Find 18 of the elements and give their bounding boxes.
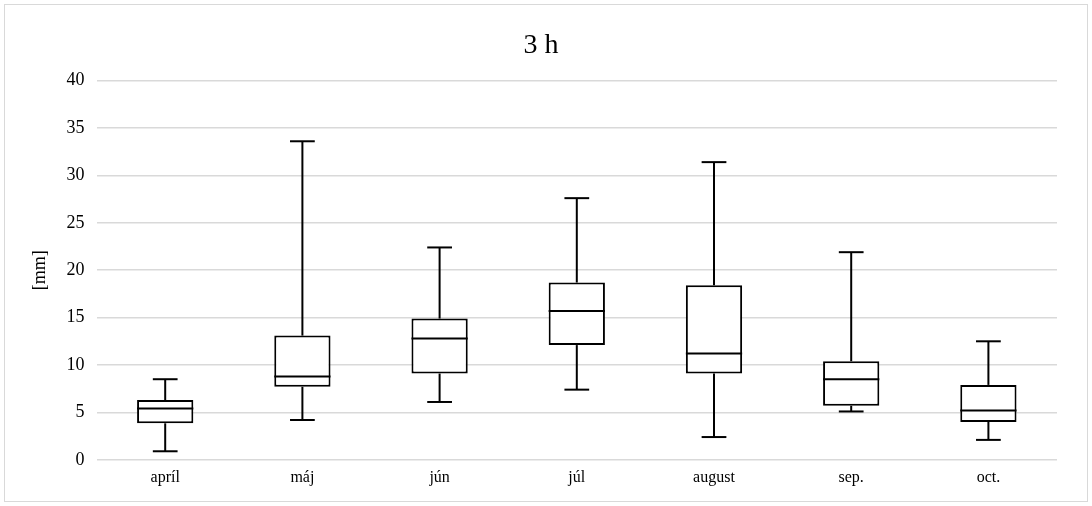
- y-tick-label: 0: [75, 448, 85, 469]
- y-axis-title: [mm]: [28, 250, 49, 291]
- x-tick-label: sep.: [838, 467, 864, 486]
- y-tick-label: 20: [66, 258, 85, 279]
- x-tick-label: jún: [428, 467, 450, 486]
- y-tick-label: 35: [66, 116, 85, 137]
- y-tick-label: 40: [66, 69, 85, 90]
- x-tick-label: máj: [290, 467, 315, 486]
- y-tick-label: 30: [66, 164, 85, 185]
- x-tick-label: apríl: [150, 467, 181, 486]
- chart-title: 3 h: [523, 28, 559, 60]
- y-tick-label: 15: [66, 306, 85, 327]
- x-tick-label: oct.: [976, 467, 1001, 485]
- y-tick-label: 25: [66, 211, 85, 232]
- y-tick-label: 5: [75, 401, 85, 422]
- x-tick-label: júl: [567, 467, 586, 486]
- x-tick-label: august: [693, 467, 736, 486]
- y-tick-label: 10: [66, 353, 85, 374]
